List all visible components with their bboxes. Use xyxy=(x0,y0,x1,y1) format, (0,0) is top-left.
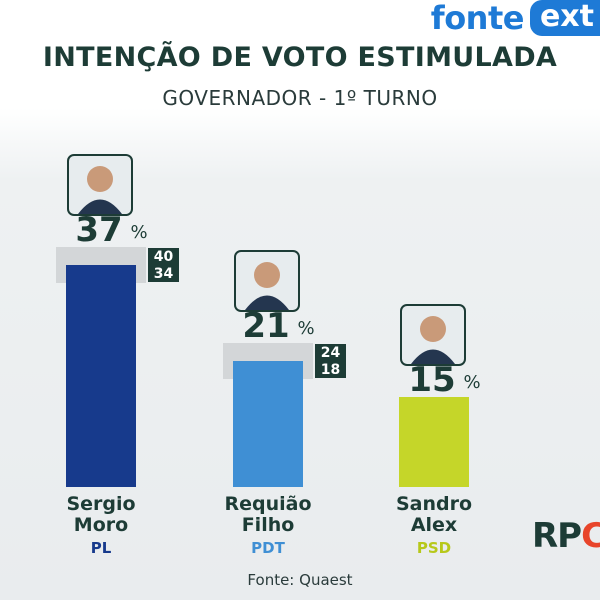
candidate-photo-body xyxy=(245,295,289,310)
candidate-first-name: Sergio xyxy=(66,493,135,515)
range-low-box xyxy=(315,361,346,378)
range-high-label: 24 xyxy=(321,345,341,361)
unit-label: % xyxy=(297,318,314,339)
candidate-photo-head xyxy=(254,262,280,288)
broadcaster-logo: RPC xyxy=(532,516,600,556)
value-label: 21 xyxy=(242,306,289,346)
unit-label: % xyxy=(130,222,147,243)
party-label: PL xyxy=(91,539,112,557)
value-label: 15 xyxy=(408,360,455,400)
candidate-last-name: Moro xyxy=(74,514,128,536)
candidate-first-name: Sandro xyxy=(396,493,472,515)
bar xyxy=(66,265,136,487)
bar xyxy=(399,397,469,487)
range-low-label: 18 xyxy=(321,362,340,378)
range-low-label: 34 xyxy=(154,266,174,282)
source-note: Fonte: Quaest xyxy=(247,571,353,589)
candidate-photo-head xyxy=(87,166,113,192)
brand-name: fonte xyxy=(430,0,525,37)
unit-label: % xyxy=(463,372,480,393)
candidate-photo-body xyxy=(78,199,122,214)
brand-badge: ext xyxy=(529,0,600,36)
candidate-last-name: Alex xyxy=(411,514,457,536)
party-label: PSD xyxy=(417,539,451,557)
candidate-first-name: Requião xyxy=(224,493,311,515)
chart-subtitle: GOVERNADOR - 1º TURNO xyxy=(162,86,438,110)
range-high-box xyxy=(315,344,346,361)
range-high-label: 40 xyxy=(154,249,174,265)
candidate-photo-body xyxy=(411,349,455,364)
chart-title: INTENÇÃO DE VOTO ESTIMULADA xyxy=(42,42,558,73)
candidate-last-name: Filho xyxy=(242,514,295,536)
bar xyxy=(233,361,303,487)
candidate-photo-head xyxy=(420,316,446,342)
range-high-box xyxy=(148,248,179,265)
brand-logo: fonte ext xyxy=(431,0,600,36)
value-label: 37 xyxy=(75,210,122,250)
party-label: PDT xyxy=(251,539,285,557)
range-low-box xyxy=(148,265,179,282)
